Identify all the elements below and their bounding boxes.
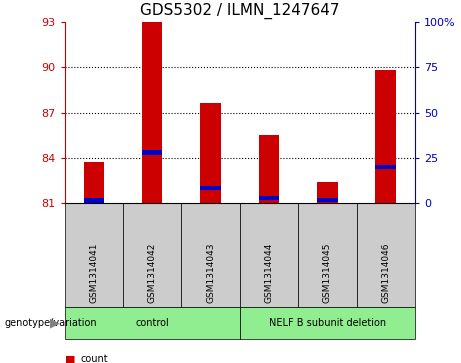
Text: GSM1314043: GSM1314043 — [206, 242, 215, 303]
Bar — [317, 197, 337, 202]
Bar — [142, 150, 162, 155]
Bar — [83, 199, 104, 203]
Title: GDS5302 / ILMN_1247647: GDS5302 / ILMN_1247647 — [140, 3, 339, 19]
Bar — [200, 103, 221, 203]
Bar — [259, 135, 279, 203]
Bar — [142, 22, 162, 203]
Text: ■: ■ — [65, 354, 75, 363]
Bar — [259, 196, 279, 200]
Bar — [375, 165, 396, 169]
Text: GSM1314042: GSM1314042 — [148, 243, 157, 303]
Bar — [375, 70, 396, 203]
Text: NELF B subunit deletion: NELF B subunit deletion — [269, 318, 386, 328]
Bar — [83, 162, 104, 203]
Text: GSM1314044: GSM1314044 — [265, 243, 273, 303]
Bar — [200, 186, 221, 190]
Text: control: control — [135, 318, 169, 328]
Text: ▶: ▶ — [50, 317, 60, 330]
Text: genotype/variation: genotype/variation — [5, 318, 97, 328]
Text: GSM1314041: GSM1314041 — [89, 242, 98, 303]
Text: GSM1314046: GSM1314046 — [381, 242, 390, 303]
Bar — [317, 182, 337, 203]
Text: count: count — [81, 354, 108, 363]
Text: GSM1314045: GSM1314045 — [323, 242, 332, 303]
